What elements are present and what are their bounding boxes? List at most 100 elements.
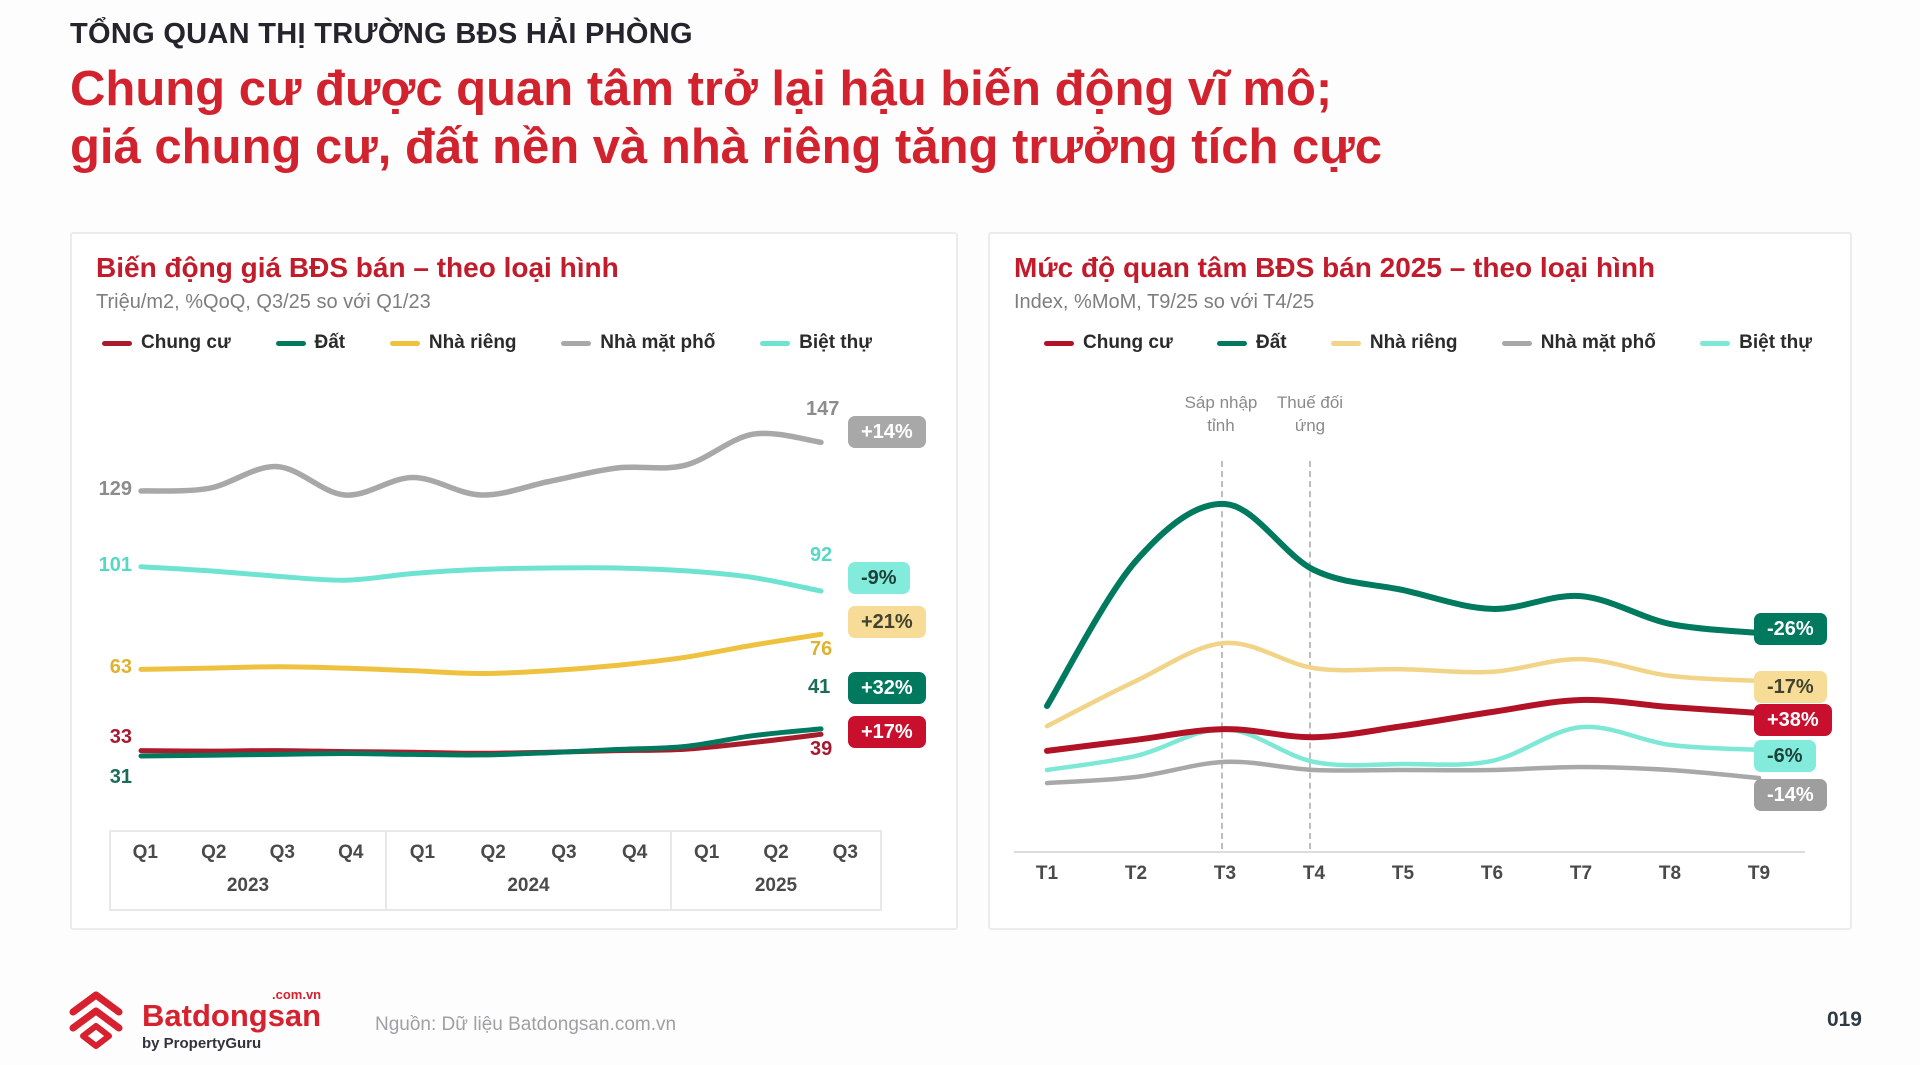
- start-value-nha-mat-pho: 129: [98, 478, 132, 500]
- legend-label: Nhà mặt phố: [600, 332, 716, 353]
- year-label-2023: 2023: [226, 875, 270, 896]
- legend-label: Nhà mặt phố: [1540, 332, 1656, 353]
- series-line-3: [138, 430, 824, 498]
- legend-label: Chung cư: [1083, 332, 1173, 353]
- price-chart-subtitle: Triệu/m2, %QoQ, Q3/25 so với Q1/23: [96, 291, 431, 313]
- year-label-2024: 2024: [507, 875, 550, 896]
- series-line-2: [138, 631, 824, 676]
- change-badge-chung-cu: +17%: [848, 716, 926, 748]
- price-chart-x-axis: Q1 Q2 Q3 Q4 2023 Q1 Q2 Q3 Q4 2024: [109, 830, 882, 911]
- x-tick: Q1: [693, 842, 720, 863]
- brand-block: .com.vn Batdongsan by PropertyGuru: [142, 987, 322, 1052]
- legend-swatch-chung-cu: [1044, 340, 1074, 346]
- x-tick-t4: T4: [1302, 863, 1326, 884]
- end-value-nha-mat-pho: 147: [806, 398, 840, 420]
- quarter-labels: Q1 Q2 Q3 Q4: [387, 842, 670, 864]
- change-badge-biet-thu: -9%: [848, 562, 910, 594]
- quarter-labels: Q1 Q2 Q3 Q4: [111, 842, 385, 864]
- x-axis-group-2023: Q1 Q2 Q3 Q4 2023: [109, 832, 385, 909]
- event-line-sap-nhap-tinh: [1221, 461, 1223, 849]
- x-tick-t1: T1: [1035, 863, 1059, 884]
- price-chart-legend: Chung cư Đất Nhà riêng Nhà mặt phố Biệt …: [102, 332, 872, 354]
- price-trend-lines: [138, 430, 824, 759]
- end-value-dat: 41: [808, 676, 831, 698]
- legend-item-biet-thu: Biệt thự: [1700, 332, 1812, 354]
- legend-item-nha-mat-pho: Nhà mặt phố: [1501, 332, 1656, 354]
- legend-item-dat: Đất: [1217, 332, 1287, 354]
- end-value-biet-thu: 92: [810, 544, 833, 566]
- annotation-thue-doi-ung: Thuế đối ứng: [1276, 393, 1344, 435]
- change-badge-biet-thu: -6%: [1754, 740, 1816, 772]
- interest-chart-legend: Chung cư Đất Nhà riêng Nhà mặt phố Biệt …: [1044, 332, 1812, 354]
- x-tick-t7: T7: [1569, 863, 1593, 884]
- x-tick: Q2: [201, 842, 227, 863]
- change-badge-chung-cu: +38%: [1754, 704, 1832, 736]
- quarter-labels: Q1 Q2 Q3: [672, 842, 880, 864]
- brand-domain: .com.vn: [272, 987, 322, 1002]
- end-value-nha-rieng: 76: [810, 638, 833, 660]
- change-badge-dat: +32%: [848, 672, 926, 704]
- legend-label: Đất: [1256, 332, 1287, 353]
- interest-chart-plot: Sáp nhập tỉnh Thuế đối ứng -26% -17% +38…: [1014, 366, 1832, 851]
- legend-item-nha-rieng: Nhà riêng: [1330, 332, 1458, 354]
- x-tick: Q2: [480, 842, 506, 863]
- series-line-4: [1044, 724, 1762, 773]
- legend-label: Biệt thự: [799, 332, 872, 353]
- x-tick: Q4: [338, 842, 364, 863]
- x-tick-t9: T9: [1747, 863, 1771, 884]
- series-line-2: [1044, 640, 1762, 729]
- legend-swatch-biet-thu: [1700, 340, 1731, 346]
- interest-chart-panel: Mức độ quan tâm BĐS bán 2025 – theo loại…: [988, 232, 1852, 930]
- price-chart-plot: 129 101 63 33 31 147 92 76 41 39 +14% -9…: [96, 366, 936, 816]
- price-chart-panel: Biến động giá BĐS bán – theo loại hình T…: [70, 232, 958, 930]
- x-tick-t2: T2: [1124, 863, 1148, 884]
- change-badge-nha-rieng: -17%: [1754, 671, 1827, 703]
- series-line-1: [1044, 500, 1762, 709]
- annotation-sap-nhap-tinh: Sáp nhập tỉnh: [1184, 393, 1258, 435]
- batdongsan-logo-icon: [69, 991, 123, 1049]
- legend-label: Chung cư: [141, 332, 231, 353]
- x-tick: Q1: [409, 842, 436, 863]
- legend-swatch-biet-thu: [760, 340, 791, 346]
- interest-index-lines: [1044, 500, 1762, 786]
- brand-byline: by PropertyGuru: [142, 1035, 262, 1052]
- interest-chart-title: Mức độ quan tâm BĐS bán 2025 – theo loại…: [1014, 252, 1656, 283]
- x-tick-t6: T6: [1480, 863, 1504, 884]
- x-axis-group-2024: Q1 Q2 Q3 Q4 2024: [385, 832, 670, 909]
- source-note: Nguồn: Dữ liệu Batdongsan.com.vn: [375, 1014, 677, 1035]
- slide-title-line2: giá chung cư, đất nền và nhà riêng tăng …: [70, 119, 1382, 174]
- legend-item-nha-rieng: Nhà riêng: [389, 332, 517, 354]
- interest-chart-subtitle: Index, %MoM, T9/25 so với T4/25: [1014, 291, 1315, 313]
- legend-label: Nhà riêng: [428, 332, 517, 353]
- legend-item-biet-thu: Biệt thự: [760, 332, 872, 354]
- x-tick-t5: T5: [1391, 863, 1415, 884]
- x-tick: Q3: [551, 842, 577, 863]
- legend-swatch-nha-mat-pho: [1501, 340, 1532, 346]
- legend-swatch-nha-rieng: [1330, 340, 1361, 346]
- event-line-thue-doi-ung: [1309, 461, 1311, 849]
- start-value-biet-thu: 101: [98, 554, 132, 576]
- end-value-chung-cu: 39: [810, 738, 833, 760]
- series-line-4: [138, 564, 824, 594]
- footer: .com.vn Batdongsan by PropertyGuru: [64, 987, 322, 1052]
- legend-swatch-chung-cu: [102, 340, 132, 346]
- start-value-chung-cu: 33: [109, 726, 132, 748]
- price-chart-title: Biến động giá BĐS bán – theo loại hình: [96, 252, 619, 283]
- slide-header: TỔNG QUAN THỊ TRƯỜNG BĐS HẢI PHÒNG Chung…: [70, 18, 1382, 177]
- slide-title: Chung cư được quan tâm trở lại hậu biến …: [70, 61, 1382, 177]
- x-axis-group-2025: Q1 Q2 Q3 2025: [670, 832, 882, 909]
- change-badge-nha-mat-pho: -14%: [1754, 779, 1827, 811]
- year-label-2025: 2025: [754, 875, 798, 896]
- legend-item-chung-cu: Chung cư: [102, 332, 231, 354]
- series-line-1: [138, 726, 824, 759]
- change-badge-nha-mat-pho: +14%: [848, 416, 926, 448]
- legend-label: Biệt thự: [1739, 332, 1812, 353]
- x-tick-t8: T8: [1658, 863, 1682, 884]
- slide-eyebrow: TỔNG QUAN THỊ TRƯỜNG BĐS HẢI PHÒNG: [70, 18, 693, 50]
- x-tick: Q2: [763, 842, 789, 863]
- legend-item-nha-mat-pho: Nhà mặt phố: [561, 332, 715, 354]
- x-tick: Q1: [132, 842, 158, 863]
- x-tick-t3: T3: [1213, 863, 1237, 884]
- change-badge-dat: -26%: [1754, 613, 1827, 645]
